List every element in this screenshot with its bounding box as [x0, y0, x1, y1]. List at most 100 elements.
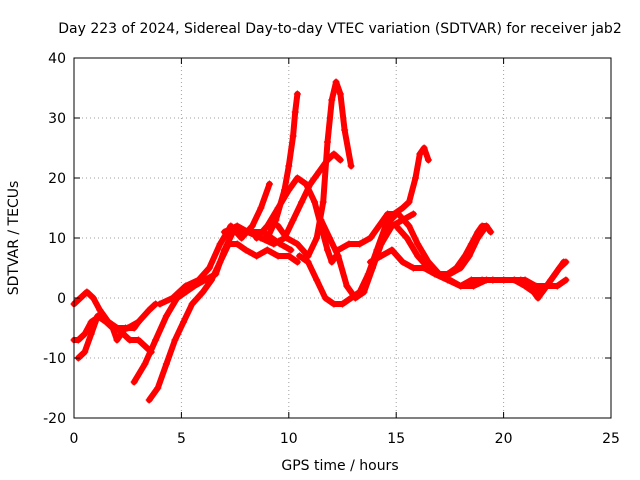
series-sat17	[435, 222, 495, 278]
data-point	[122, 324, 130, 332]
data-point	[154, 384, 162, 392]
data-point	[517, 276, 525, 284]
data-point	[356, 240, 364, 248]
data-point	[377, 252, 385, 260]
data-point	[152, 336, 160, 344]
y-tick-label: 20	[48, 171, 66, 187]
data-point	[510, 276, 518, 284]
data-point	[270, 240, 278, 248]
data-point	[291, 108, 299, 116]
data-point	[330, 300, 338, 308]
series-sat10	[274, 78, 355, 260]
data-point	[89, 294, 97, 302]
data-point	[330, 150, 338, 158]
data-point	[145, 306, 153, 314]
data-point	[341, 126, 349, 134]
data-point	[489, 276, 497, 284]
data-point	[551, 270, 559, 278]
data-point	[375, 222, 383, 230]
data-point	[487, 228, 495, 236]
data-point	[424, 264, 432, 272]
data-point	[296, 252, 304, 260]
data-point	[244, 228, 252, 236]
series-line	[156, 181, 273, 307]
data-point	[281, 186, 289, 194]
data-point	[263, 246, 271, 254]
data-point	[412, 174, 420, 182]
data-point	[304, 252, 312, 260]
data-point	[534, 294, 542, 302]
data-point	[317, 216, 325, 224]
x-tick-label: 20	[495, 431, 513, 447]
data-point	[435, 270, 443, 278]
data-point	[311, 198, 319, 206]
data-point	[392, 222, 400, 230]
data-point	[360, 288, 368, 296]
data-point	[285, 162, 293, 170]
data-point	[225, 240, 233, 248]
series-line	[275, 79, 355, 259]
data-point	[409, 264, 417, 272]
x-tick-label: 10	[280, 431, 298, 447]
data-point	[470, 282, 478, 290]
data-point	[216, 240, 224, 248]
data-point	[87, 330, 95, 338]
data-point	[156, 300, 164, 308]
data-point	[199, 288, 207, 296]
data-point	[345, 240, 353, 248]
series-sat6	[156, 180, 273, 308]
data-point	[287, 246, 295, 254]
data-point	[182, 282, 190, 290]
data-point	[126, 336, 134, 344]
x-tick-label: 0	[70, 431, 79, 447]
data-point	[319, 198, 327, 206]
data-point	[145, 396, 153, 404]
data-point	[81, 330, 89, 338]
x-tick-label: 25	[602, 431, 620, 447]
data-point	[171, 336, 179, 344]
data-point	[83, 288, 91, 296]
data-point	[366, 234, 374, 242]
data-point	[81, 348, 89, 356]
data-point	[242, 246, 250, 254]
data-point	[180, 318, 188, 326]
data-point	[414, 240, 422, 248]
data-point	[272, 216, 280, 224]
data-point	[332, 78, 340, 86]
data-point	[220, 228, 228, 236]
series-sat5	[145, 240, 301, 404]
series-sat20	[517, 258, 568, 302]
data-point	[405, 198, 413, 206]
data-point	[293, 240, 301, 248]
axis-ticks: 0 5 10 15 20 25 -20 -10 0 10 20 30 40	[43, 51, 620, 447]
data-point	[525, 282, 533, 290]
data-point	[113, 336, 121, 344]
data-point	[461, 252, 469, 260]
data-point	[420, 144, 428, 152]
data-point	[253, 252, 261, 260]
data-point	[328, 96, 336, 104]
data-point	[289, 132, 297, 140]
chart-title: Day 223 of 2024, Sidereal Day-to-day VTE…	[58, 21, 621, 37]
data-point	[444, 270, 452, 278]
data-point	[532, 282, 540, 290]
data-point	[74, 336, 82, 344]
data-point	[405, 222, 413, 230]
data-point	[216, 258, 224, 266]
data-point	[334, 246, 342, 254]
data-point	[321, 294, 329, 302]
data-point	[274, 252, 282, 260]
data-point	[351, 294, 359, 302]
x-axis-label: GPS time / hours	[281, 458, 398, 474]
data-point	[207, 276, 215, 284]
data-point	[130, 324, 138, 332]
series-line	[382, 145, 432, 223]
data-point	[298, 198, 306, 206]
data-point	[388, 246, 396, 254]
data-point	[233, 240, 241, 248]
data-point	[446, 276, 454, 284]
y-tick-label: 0	[57, 291, 66, 307]
data-point	[109, 324, 117, 332]
data-point	[328, 258, 336, 266]
